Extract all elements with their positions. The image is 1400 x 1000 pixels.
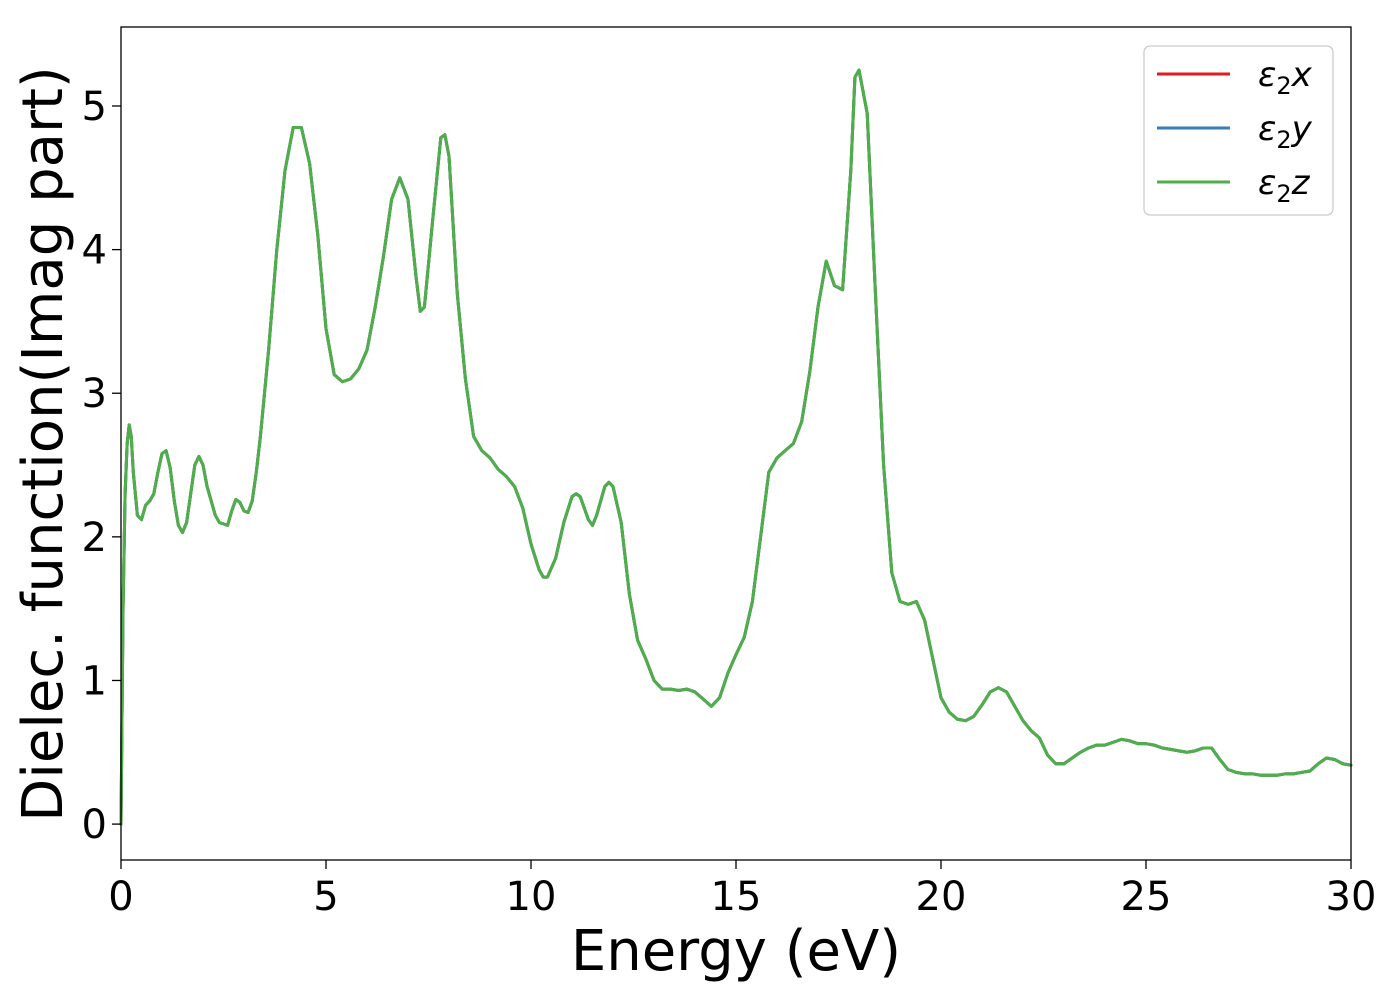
x-tick-label: 20 <box>916 874 967 920</box>
y-tick-label: 4 <box>82 228 107 274</box>
y-tick-label: 1 <box>82 658 107 704</box>
x-tick-label: 15 <box>711 874 762 920</box>
y-tick-label: 0 <box>82 802 107 848</box>
x-tick-label: 25 <box>1121 874 1172 920</box>
legend: ε2x ε2y ε2z <box>1143 45 1334 216</box>
series-line-z <box>119 68 1353 826</box>
x-tick-label: 30 <box>1326 874 1377 920</box>
axis-ticks: 0 5 10 15 20 25 30 0 1 2 3 4 5 <box>82 84 1377 920</box>
legend-box <box>1143 45 1334 216</box>
x-tick-label: 0 <box>108 874 133 920</box>
y-tick-label: 2 <box>82 515 107 561</box>
y-tick-label: 3 <box>82 371 107 417</box>
legend-label-x: ε2x <box>1258 55 1313 100</box>
y-tick-label: 5 <box>82 84 107 130</box>
x-tick-label: 10 <box>506 874 557 920</box>
legend-label-z: ε2z <box>1258 163 1311 208</box>
legend-label-y: ε2y <box>1258 109 1313 154</box>
y-axis-label: Dielec. function(Imag part) <box>11 66 76 822</box>
x-axis-label: Energy (eV) <box>571 919 901 984</box>
x-tick-label: 5 <box>313 874 338 920</box>
plot-area <box>119 68 1353 826</box>
